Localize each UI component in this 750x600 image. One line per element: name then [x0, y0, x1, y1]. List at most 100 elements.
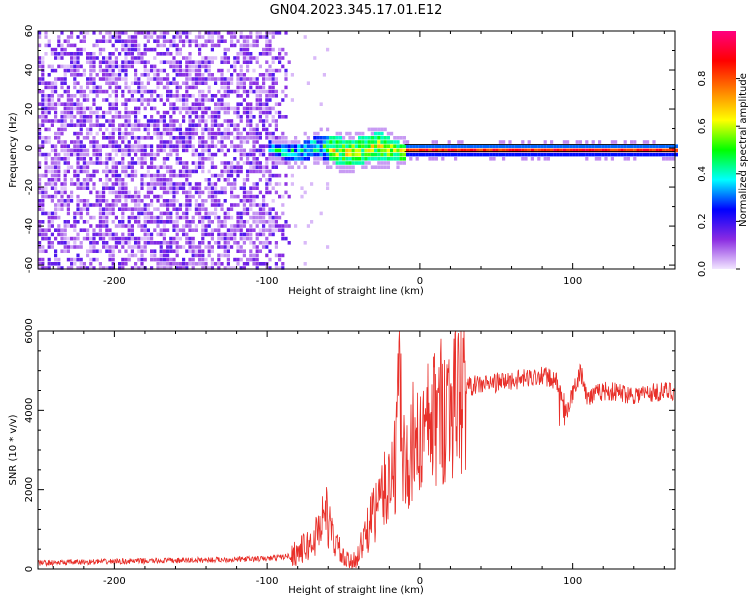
spectrogram-cell [146, 241, 150, 245]
spectrogram-cell [41, 207, 45, 211]
spectrogram-cell [220, 186, 224, 190]
spectrogram-cell [73, 257, 77, 262]
spectrogram-cell [191, 131, 195, 136]
spectrogram-cell [172, 236, 176, 241]
spectrogram-cell [274, 119, 278, 123]
spectrogram-cell [287, 144, 291, 148]
spectrogram-cell [63, 178, 67, 182]
spectrogram-cell [207, 144, 211, 148]
spectrogram-cell [316, 157, 320, 161]
spectrogram-cell [38, 245, 42, 249]
spectrogram-cell [249, 203, 253, 207]
spectrogram-cell [140, 52, 144, 56]
spectrogram-cell [175, 148, 179, 153]
spectrogram-cell [406, 140, 410, 144]
spectrogram-cell [185, 144, 189, 148]
spectrogram-cell [290, 140, 294, 144]
spectrogram-cell [137, 257, 141, 262]
spectrogram-cell [89, 203, 93, 207]
spectrogram-cell [233, 266, 237, 270]
spectrogram-cell [274, 68, 278, 73]
spectrogram-cell [178, 140, 182, 144]
spectrogram-cell [364, 157, 368, 161]
spectrogram-cell [466, 152, 470, 157]
spectrogram-cell [143, 85, 147, 90]
spectrogram-cell [66, 94, 70, 98]
spectrogram-cell [386, 161, 390, 165]
spectrogram-cell [79, 102, 83, 106]
spectrogram-cell [255, 106, 259, 111]
spectrogram-cell [57, 35, 61, 39]
spectrogram-cell [354, 131, 358, 136]
spectrogram-cell [108, 236, 112, 241]
spectrogram-cell [118, 31, 122, 35]
spectrogram-cell [63, 190, 67, 195]
spectrogram-cell [284, 190, 288, 195]
spectrogram-cell [262, 224, 266, 228]
spectrogram-cell [130, 199, 134, 203]
spectrogram-cell [159, 52, 163, 56]
spectrogram-cell [342, 157, 346, 161]
spectrogram-cell [60, 77, 64, 81]
spectrogram-cell [460, 152, 464, 157]
spectrogram-cell [274, 215, 278, 220]
spectrogram-cell [262, 47, 266, 52]
spectrogram-cell [290, 144, 294, 148]
spectrogram-cell [236, 60, 240, 64]
spectrogram-cell [166, 228, 170, 232]
spectrogram-cell [162, 123, 166, 127]
spectrogram-cell [159, 131, 163, 136]
spectrogram-cell [646, 140, 650, 144]
spectrogram-cell [204, 215, 208, 220]
spectrogram-cell [41, 144, 45, 148]
spectrogram-cell [223, 190, 227, 195]
spectrogram-cell [162, 102, 166, 106]
spectrogram-cell [105, 165, 109, 169]
spectrogram-cell [162, 43, 166, 48]
spectrogram-cell [252, 144, 256, 148]
spectrogram-cell [268, 148, 272, 153]
spectrogram-cell [242, 203, 246, 207]
spectrogram-cell [140, 152, 144, 157]
spectrogram-cell [118, 266, 122, 270]
spectrogram-cell [66, 203, 70, 207]
spectrogram-cell [114, 165, 118, 169]
spectrogram-cell [284, 157, 288, 161]
spectrogram-cell [217, 68, 221, 73]
spectrogram-cell [255, 194, 259, 199]
spectrogram-cell [44, 194, 48, 199]
spectrogram-cell [156, 262, 160, 266]
spectrogram-cell [441, 152, 445, 157]
spectrogram-cell [166, 94, 170, 98]
spectrogram-cell [220, 131, 224, 136]
spectrogram-cell [175, 35, 179, 39]
spectrogram-cell [242, 35, 246, 39]
spectrogram-cell [402, 140, 406, 144]
spectrogram-cell [127, 110, 131, 115]
spectrogram-cell [169, 102, 173, 106]
spectrogram-cell [274, 31, 278, 35]
spectrogram-cell [95, 89, 99, 94]
spectrogram-cell [598, 144, 602, 148]
spectrogram-cell [246, 178, 250, 182]
spectrogram-cell [258, 190, 262, 195]
spectrogram-cell [223, 89, 227, 94]
spectrogram-cell [41, 89, 45, 94]
spectrogram-cell [303, 140, 307, 144]
spectrogram-cell [121, 169, 125, 174]
spectrogram-cell [578, 140, 582, 144]
spectrogram-cell [41, 203, 45, 207]
spectrogram-cell [338, 140, 342, 144]
spectrogram-cell [47, 140, 51, 144]
spectrogram-cell [233, 241, 237, 245]
spectrogram-cell [38, 115, 42, 119]
spectrogram-cell [47, 266, 51, 270]
spectrogram-cell [268, 140, 272, 144]
spectrogram-cell [121, 245, 125, 249]
spectrogram-cell [348, 165, 352, 169]
spectrogram-cell [399, 148, 403, 153]
spectrogram-cell [543, 140, 547, 144]
spectrogram-cell [63, 203, 67, 207]
spectrogram-cell [162, 35, 166, 39]
spectrogram-cell [143, 245, 147, 249]
